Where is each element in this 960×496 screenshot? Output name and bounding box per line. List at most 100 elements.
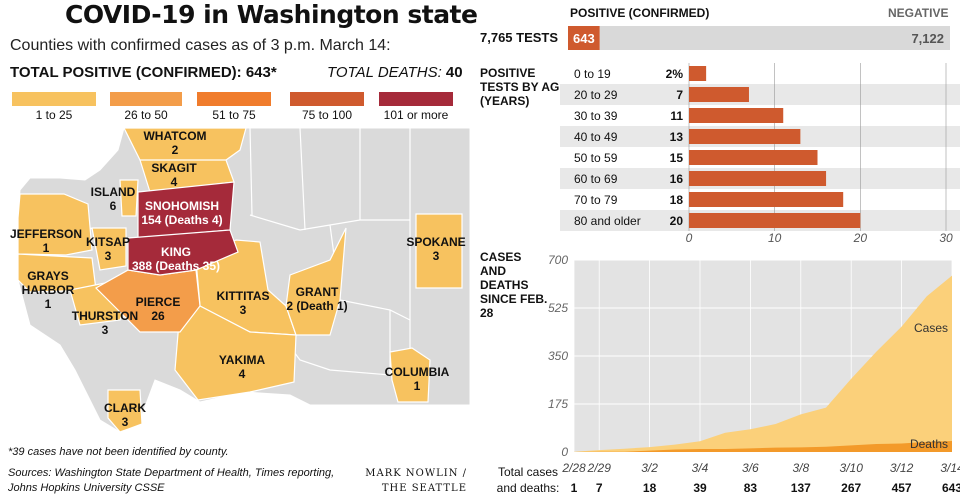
county-name-label: CLARK: [104, 401, 146, 415]
age-category-label: 50 to 59: [574, 151, 618, 165]
county-name-label: THURSTON: [72, 309, 138, 323]
age-chart-title: POSITIVE TESTS BY AGE (YEARS): [480, 66, 568, 108]
age-value-label: 16: [670, 172, 684, 186]
county-value-label: 3: [240, 303, 247, 317]
page-subtitle: Counties with confirmed cases as of 3 p.…: [10, 37, 391, 54]
cases-total-label: 137: [791, 481, 811, 495]
legend-swatch: [110, 92, 182, 106]
tests-bar: 643 7,122: [568, 26, 950, 50]
county-name-label: COLUMBIA: [385, 365, 450, 379]
totals-row-label: Total cases and deaths:: [497, 465, 560, 495]
county-name-label: PIERCE: [136, 295, 181, 309]
series-area-cases: [574, 275, 952, 452]
legend-swatch: [379, 92, 453, 106]
county-name-label: SNOHOMISH: [145, 199, 219, 213]
age-value-label: 11: [670, 109, 683, 123]
county-name-label: SKAGIT: [151, 161, 197, 175]
total-deaths-value: 40: [445, 64, 463, 81]
legend-label: 26 to 50: [124, 108, 168, 122]
county-island: [119, 179, 139, 217]
county-name-label: ISLAND: [91, 185, 136, 199]
county-value-label: 3: [105, 249, 112, 263]
county-value-label: 4: [171, 175, 178, 189]
cases-total-label: 39: [693, 481, 707, 495]
age-xtick-label: 20: [853, 231, 868, 245]
county-yakima: [174, 305, 297, 401]
negative-tests-label: 7,122: [911, 31, 944, 46]
county-value-label: 4: [239, 367, 246, 381]
cases-total-label: 643: [942, 481, 960, 495]
sources: Sources: Washington State Department of …: [8, 467, 335, 494]
cases-total-label: 83: [744, 481, 758, 495]
county-name-label: GRANT: [296, 285, 339, 299]
age-value-label: 7: [676, 88, 683, 102]
cases-total-label: 457: [892, 481, 912, 495]
county-name-label: JEFFERSON: [10, 227, 82, 241]
county-value-label: 26: [151, 309, 165, 323]
age-value-label: 15: [670, 151, 684, 165]
age-xtick-label: 0: [686, 231, 693, 245]
cases-xtick-label: 2/28: [561, 461, 586, 475]
age-category-label: 30 to 39: [574, 109, 618, 123]
legend-label: 1 to 25: [35, 108, 73, 122]
county-name-label: WHATCOM: [143, 129, 206, 143]
county-king: [127, 229, 239, 276]
total-deaths-label: TOTAL DEATHS:: [327, 64, 442, 81]
county-value-label: 2: [172, 143, 179, 157]
age-value-label: 13: [670, 130, 684, 144]
negative-tests-bar: [599, 26, 950, 50]
age-category-label: 80 and older: [574, 214, 641, 228]
cases-total-label: 7: [596, 481, 603, 495]
county-grant: [285, 227, 347, 336]
cases-chart: 0 175 350 525 700 Cases Deaths 2/28 2/29 3/2 3/4 3/…: [497, 253, 960, 495]
positive-header: POSITIVE (CONFIRMED): [570, 6, 710, 20]
county-value-label: 3: [102, 323, 109, 337]
age-bar: [689, 66, 707, 81]
age-chart: 0 to 19 2% 20 to 29 7 30 to 39 11 40 to 49 13 50…: [560, 63, 960, 245]
footnote: *39 cases have not been identified by co…: [8, 446, 229, 458]
county-name-label: KITSAP: [86, 235, 130, 249]
county-name-label: KING: [161, 245, 191, 259]
age-row-band: [560, 63, 960, 84]
county-value-label: 388 (Deaths 35): [132, 259, 220, 273]
positive-tests-bar: [568, 26, 600, 50]
age-category-label: 0 to 19: [574, 67, 611, 81]
cases-xtick-label: 3/12: [890, 461, 914, 475]
age-category-label: 60 to 69: [574, 172, 618, 186]
age-row-band: [560, 84, 960, 105]
age-category-label: 40 to 49: [574, 130, 618, 144]
total-deaths: TOTAL DEATHS: 40: [327, 64, 463, 81]
page-title: COVID-19 in Washington state: [65, 0, 478, 29]
cases-xtick-label: 2/29: [587, 461, 612, 475]
county-value-label: 1: [414, 379, 421, 393]
cases-xtick-label: 3/2: [641, 461, 658, 475]
cases-xtick-label: 3/8: [792, 461, 809, 475]
series-label-cases: Cases: [914, 321, 948, 335]
legend-swatch: [290, 92, 364, 106]
positive-tests-label: 643: [573, 31, 595, 46]
series-label-deaths: Deaths: [910, 437, 948, 451]
county-name-label: YAKIMA: [219, 353, 266, 367]
cases-ytick-label: 700: [548, 253, 568, 267]
series-area-deaths: [574, 441, 952, 452]
legend-label: 101 or more: [383, 108, 449, 122]
legend-swatch: [12, 92, 96, 106]
legend-label: 75 to 100: [301, 108, 353, 122]
total-positive: TOTAL POSITIVE (CONFIRMED): 643*: [10, 64, 277, 81]
legend-swatch: [197, 92, 271, 106]
cases-total-label: 18: [643, 481, 657, 495]
cases-xtick-label: 3/4: [692, 461, 709, 475]
cases-xtick-label: 3/14: [940, 461, 960, 475]
negative-header: NEGATIVE: [888, 6, 949, 20]
county-name-label: KITTITAS: [216, 289, 269, 303]
county-name-label: SPOKANE: [406, 235, 465, 249]
cases-xtick-label: 3/6: [742, 461, 759, 475]
credit: MARK NOWLIN / THE SEATTLE TIMES: [365, 468, 467, 494]
county-value-label: 1: [45, 297, 52, 311]
county-value-label: 3: [433, 249, 440, 263]
age-value-label: 18: [670, 193, 684, 207]
age-bar: [689, 87, 749, 102]
county-value-label: 2 (Death 1): [286, 299, 347, 313]
